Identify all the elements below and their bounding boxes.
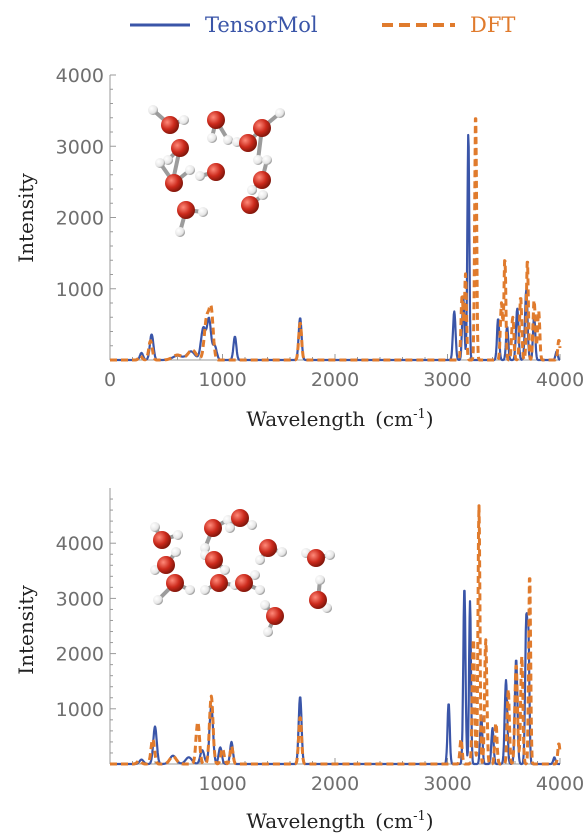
hydrogen-atom — [247, 520, 257, 530]
hydrogen-atom — [155, 158, 165, 168]
oxygen-atom — [253, 119, 271, 137]
oxygen-atom — [239, 134, 257, 152]
oxygen-atom — [204, 519, 222, 537]
hydrogen-atom — [171, 547, 181, 557]
oxygen-atom — [231, 509, 249, 527]
hydrogen-atom — [325, 550, 335, 560]
hydrogen-atom — [277, 547, 287, 557]
oxygen-atom — [171, 139, 189, 157]
axes-top: 0 1000 2000 3000 4000 1000 2000 3000 4000 — [56, 65, 585, 391]
oxygen-atom — [165, 174, 183, 192]
oxygen-atom — [235, 574, 253, 592]
oxygen-atom — [259, 539, 277, 557]
y-tick-label: 4000 — [56, 65, 104, 87]
hydrogen-atom — [200, 585, 210, 595]
x-tick-label: 3000 — [423, 773, 471, 795]
oxygen-atom — [210, 574, 228, 592]
series-line-tensormol — [109, 589, 561, 766]
hydrogen-atom — [258, 190, 268, 200]
oxygen-atom — [253, 171, 271, 189]
hydrogen-atom — [185, 165, 195, 175]
inset-molecule-top — [148, 105, 285, 237]
oxygen-atom — [161, 116, 179, 134]
oxygen-atom — [241, 196, 259, 214]
hydrogen-atom — [255, 585, 265, 595]
chart-panel-bottom: 1000 2000 3000 4000 1000 2000 3000 4000 Intensi… — [14, 488, 584, 833]
hydrogen-atom — [262, 155, 272, 165]
oxygen-atom — [205, 551, 223, 569]
hydrogen-atom — [207, 133, 217, 143]
hydrogen-atom — [225, 523, 235, 533]
oxygen-atom — [153, 531, 171, 549]
x-tick-label: 0 — [104, 369, 116, 391]
hydrogen-atom — [163, 155, 173, 165]
series-line-dft — [109, 504, 562, 766]
oxygen-atom — [266, 607, 284, 625]
oxygen-atom — [177, 201, 195, 219]
hydrogen-atom — [247, 185, 257, 195]
x-tick-label: 3000 — [423, 369, 471, 391]
hydrogen-atom — [253, 155, 263, 165]
hydrogen-atom — [220, 565, 230, 575]
x-tick-label: 2000 — [311, 773, 359, 795]
hydrogen-atom — [263, 627, 273, 637]
hydrogen-atom — [179, 115, 189, 125]
y-tick-label: 2000 — [56, 644, 104, 666]
hydrogen-atom — [250, 570, 260, 580]
x-tick-label: 1000 — [198, 773, 246, 795]
x-tick-label: 4000 — [536, 773, 584, 795]
y-tick-label: 2000 — [56, 208, 104, 230]
hydrogen-atom — [200, 543, 210, 553]
oxygen-atom — [207, 111, 225, 129]
y-axis-label-top: Intensity — [14, 173, 38, 263]
hydrogen-atom — [195, 171, 205, 181]
hydrogen-atom — [148, 105, 158, 115]
y-tick-label: 3000 — [56, 588, 104, 610]
hydrogen-atom — [315, 575, 325, 585]
y-tick-label: 4000 — [56, 533, 104, 555]
y-axis-label-bottom: Intensity — [14, 585, 38, 675]
hydrogen-atom — [275, 108, 285, 118]
hydrogen-atom — [185, 585, 195, 595]
hydrogen-atom — [223, 515, 233, 525]
y-tick-label: 1000 — [56, 279, 104, 301]
y-tick-label: 3000 — [56, 136, 104, 158]
hydrogen-atom — [223, 135, 233, 145]
legend-tensormol-label: TensorMol — [205, 13, 318, 37]
oxygen-atom — [309, 591, 327, 609]
hydrogen-atom — [198, 207, 208, 217]
x-tick-label: 2000 — [311, 369, 359, 391]
legend: TensorMol DFT — [130, 13, 515, 37]
x-axis-label-bottom: Wavelength (cm-1) — [246, 809, 433, 833]
hydrogen-atom — [175, 227, 185, 237]
x-axis-label-top: Wavelength (cm-1) — [246, 407, 433, 431]
x-tick-label: 1000 — [198, 369, 246, 391]
oxygen-atom — [307, 549, 325, 567]
hydrogen-atom — [255, 555, 265, 565]
legend-dft-label: DFT — [470, 13, 515, 37]
series-top — [109, 117, 562, 362]
hydrogen-atom — [173, 530, 183, 540]
y-tick-label: 1000 — [56, 699, 104, 721]
series-bottom — [109, 504, 562, 766]
inset-molecule-bottom — [150, 509, 335, 637]
hydrogen-atom — [153, 595, 163, 605]
hydrogen-atom — [150, 522, 160, 532]
oxygen-atom — [157, 556, 175, 574]
x-tick-label: 4000 — [536, 369, 584, 391]
chart-panel-top: 0 1000 2000 3000 4000 1000 2000 3000 4000 Intens… — [14, 65, 584, 431]
oxygen-atom — [207, 163, 225, 181]
hydrogen-atom — [260, 600, 270, 610]
series-line-dft — [109, 117, 562, 362]
oxygen-atom — [166, 574, 184, 592]
